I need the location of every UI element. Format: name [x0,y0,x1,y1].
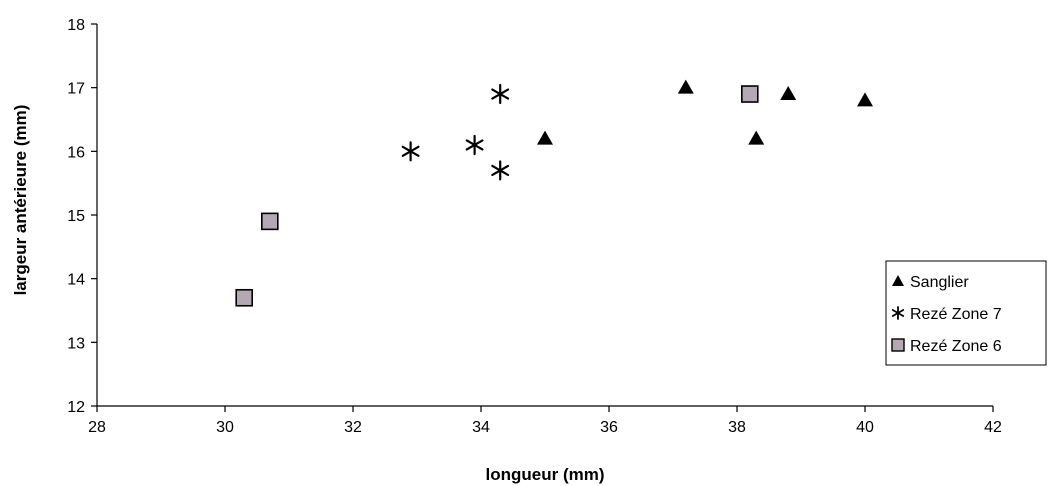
legend-box [885,260,1047,366]
legend-marker-rez-zone-6 [891,338,905,352]
x-tick-label: 36 [600,419,618,436]
legend-label-rez-zone-6: Rezé Zone 6 [910,338,1002,355]
x-axis-ticks: 28 30 32 34 36 38 40 42 [88,406,1002,436]
data-point-rez-zone-6 [740,85,759,103]
legend-marker-sanglier [892,275,904,286]
data-point-sanglier [748,130,765,145]
x-tick-label: 30 [216,419,234,436]
x-tick-label: 42 [984,419,1002,436]
y-tick-label: 14 [67,272,85,289]
y-axis-title: largeur antérieure (mm) [11,105,30,296]
y-tick-label: 18 [67,17,85,34]
data-point-sanglier [857,92,873,107]
data-point-rez-zone-6 [260,212,279,231]
x-axis-title: longueur (mm) [486,465,605,484]
y-tick-label: 12 [67,399,85,416]
legend-label-rez-zone-7: Rezé Zone 7 [910,306,1002,323]
data-point-rez-zone-6 [235,288,253,307]
data-point-sanglier [537,130,553,145]
x-tick-label: 32 [344,419,362,436]
x-tick-label: 34 [472,419,490,436]
y-axis-ticks: 12 13 14 15 16 17 18 [67,17,97,416]
legend: Sanglier Rezé Zone 7 Rezé Zone 6 [885,260,1047,366]
x-tick-label: 40 [856,419,874,436]
legend-label-sanglier: Sanglier [910,274,969,291]
data-point-sanglier [677,79,694,94]
x-tick-label: 38 [728,419,746,436]
data-point-sanglier [780,86,797,101]
data-point-rez-zone-7 [491,83,510,105]
data-point-rez-zone-7 [401,141,420,162]
legend-marker-rez-zone-7 [891,306,905,320]
y-tick-label: 17 [67,81,85,98]
data-point-rez-zone-7 [465,134,484,156]
data-points [235,79,873,307]
y-tick-label: 13 [67,335,85,352]
data-point-rez-zone-7 [491,160,510,181]
y-tick-label: 15 [67,208,85,225]
x-tick-label: 28 [88,419,106,436]
y-tick-label: 16 [67,144,85,161]
